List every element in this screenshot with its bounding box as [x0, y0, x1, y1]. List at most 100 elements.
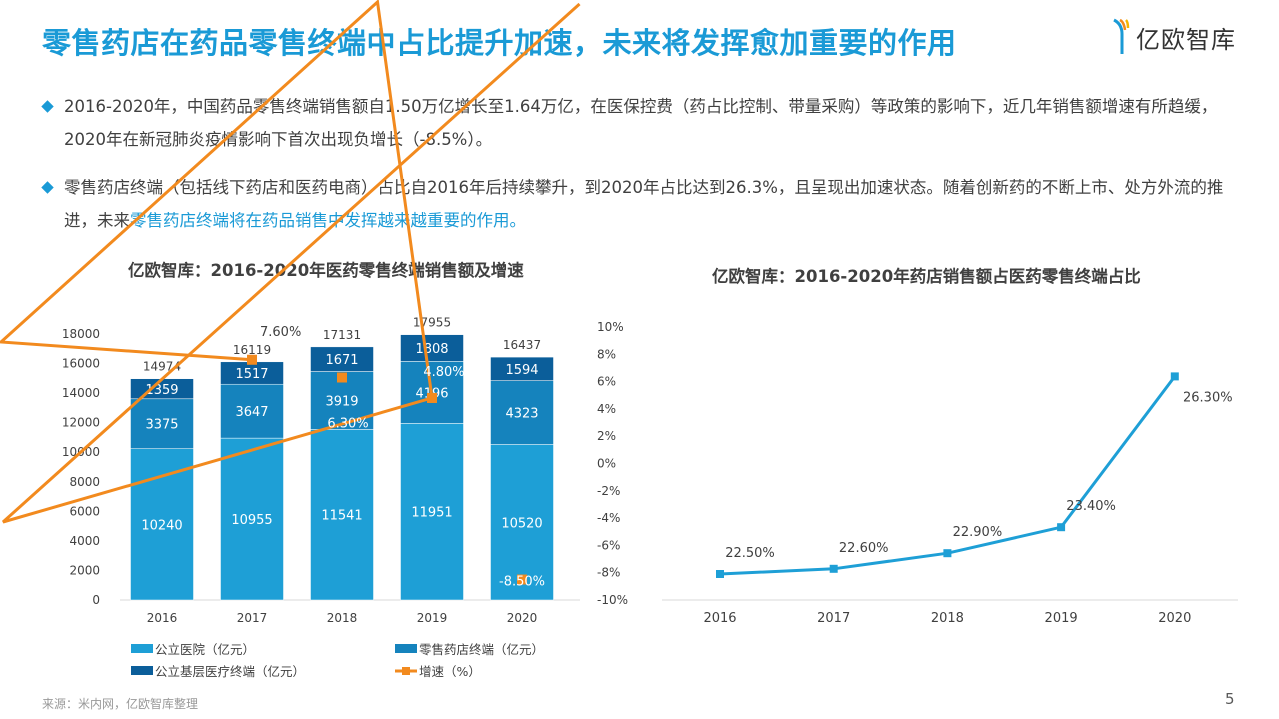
- bullet-point: 零售药店终端（包括线下药店和医药电商）占比自2016年后持续攀升，到2020年占…: [41, 171, 1242, 237]
- growth-marker: [517, 574, 527, 585]
- y2-tick-label: 0%: [597, 457, 616, 471]
- bar-total-label: 16119: [233, 343, 271, 357]
- y2-tick-label: -10%: [597, 593, 628, 607]
- growth-marker: [427, 392, 437, 403]
- y2-tick-label: 10%: [597, 320, 624, 334]
- growth-marker: [337, 372, 347, 383]
- bar-segment: [490, 356, 554, 381]
- bar-segment: [130, 448, 194, 601]
- bar-value-label: 1594: [505, 363, 538, 378]
- bar-segment: [400, 334, 464, 362]
- legend-swatch: [131, 644, 153, 653]
- share-marker: [1057, 523, 1066, 532]
- legend-label: 零售药店终端（亿元）: [419, 642, 544, 657]
- x-tick-label: 2016: [703, 611, 736, 626]
- share-label: 22.90%: [953, 525, 1003, 540]
- y2-tick-label: -4%: [597, 511, 620, 525]
- share-line: [719, 375, 1176, 576]
- growth-marker: [247, 354, 257, 365]
- x-tick-label: 2016: [147, 611, 178, 625]
- x-tick-label: 2019: [1045, 611, 1078, 626]
- page-title: 零售药店在药品零售终端中占比提升加速，未来将发挥愈加重要的作用: [42, 26, 957, 60]
- logo: 亿欧智库: [1112, 18, 1236, 56]
- share-label: 22.60%: [839, 541, 889, 556]
- bar-segment: [310, 346, 374, 372]
- growth-line: [0, 0, 581, 524]
- bullet-text: 零售药店终端（包括线下药店和医药电商）占比自2016年后持续攀升，到2020年占…: [64, 178, 1224, 230]
- bar-value-label: 11951: [411, 506, 452, 521]
- legend-swatch: [131, 666, 153, 675]
- y2-tick-label: -6%: [597, 538, 620, 552]
- y-tick-label: 16000: [62, 357, 100, 371]
- bullet-point: 2016-2020年，中国药品零售终端销售额自1.50万亿增长至1.64万亿，在…: [41, 90, 1242, 156]
- bar-total-label: 17955: [413, 316, 451, 330]
- y-tick-label: 18000: [62, 327, 100, 341]
- growth-label: 7.60%: [260, 325, 301, 340]
- growth-label: 6.30%: [327, 417, 368, 432]
- share-marker: [829, 564, 838, 573]
- logo-text: 亿欧智库: [1136, 25, 1236, 54]
- legend-label: 增速（%）: [419, 664, 481, 679]
- x-tick-label: 2017: [237, 611, 268, 625]
- bar-total-label: 17131: [323, 328, 361, 342]
- y-tick-label: 0: [92, 593, 100, 607]
- bar-value-label: 10955: [231, 513, 272, 528]
- bar-segment: [310, 429, 374, 601]
- bar-value-label: 3647: [235, 405, 268, 420]
- y-tick-label: 6000: [69, 504, 100, 518]
- bar-value-label: 3919: [325, 394, 358, 409]
- y2-tick-label: -8%: [597, 566, 620, 580]
- source-note: 来源：米内网，亿欧智库整理: [42, 697, 199, 711]
- bar-value-label: 4323: [505, 407, 538, 422]
- y2-tick-label: 4%: [597, 402, 616, 416]
- bar-segment: [220, 383, 284, 439]
- x-tick-label: 2017: [817, 611, 850, 626]
- share-label: 23.40%: [1066, 499, 1116, 514]
- legend-label: 公立基层医疗终端（亿元）: [155, 664, 305, 679]
- bar-value-label: 10520: [501, 516, 542, 531]
- bar-segment: [490, 444, 554, 601]
- x-tick-label: 2020: [507, 611, 538, 625]
- growth-label: 4.80%: [423, 365, 464, 380]
- share-marker: [716, 570, 724, 578]
- x-tick-label: 2018: [931, 611, 964, 626]
- y2-tick-label: 8%: [597, 347, 616, 361]
- page-number: 5: [1225, 690, 1235, 708]
- share-marker: [943, 549, 952, 558]
- legend-swatch: [395, 644, 417, 653]
- y-tick-label: 4000: [69, 534, 100, 548]
- x-tick-label: 2020: [1158, 611, 1191, 626]
- y2-tick-label: -2%: [597, 484, 620, 498]
- bullet-highlight: 零售药店终端将在药品销售中发挥越来越重要的作用。: [130, 211, 526, 230]
- legend-marker: [402, 667, 410, 675]
- bullet-text: 2016-2020年，中国药品零售终端销售额自1.50万亿增长至1.64万亿，在…: [64, 97, 1218, 149]
- bar-segment: [400, 423, 464, 601]
- x-tick-label: 2018: [327, 611, 358, 625]
- chart-title-share: 亿欧智库：2016-2020年药店销售额占医药零售终端占比: [712, 267, 1141, 286]
- share-label: 22.50%: [725, 546, 775, 561]
- bar-value-label: 11541: [321, 509, 362, 524]
- bar-value-label: 3375: [145, 418, 178, 433]
- share-marker: [1170, 372, 1179, 381]
- bar-segment: [220, 437, 284, 601]
- chart-title-sales: 亿欧智库：2016-2020年医药零售终端销售额及增速: [128, 261, 524, 280]
- share-label: 26.30%: [1183, 390, 1233, 405]
- bar-segment: [490, 380, 554, 445]
- bar-segment: [130, 398, 194, 449]
- x-tick-label: 2019: [417, 611, 448, 625]
- y2-tick-label: 6%: [597, 375, 616, 389]
- y-tick-label: 14000: [62, 386, 100, 400]
- y2-tick-label: 2%: [597, 429, 616, 443]
- y-tick-label: 8000: [69, 475, 100, 489]
- growth-label: -8.50%: [499, 575, 545, 590]
- bar-total-label: 16437: [503, 338, 541, 352]
- logo-icon: [1113, 18, 1130, 54]
- bar-value-label: 1517: [235, 367, 268, 382]
- legend-label: 公立医院（亿元）: [155, 642, 255, 657]
- bar-value-label: 1671: [325, 353, 358, 368]
- y-tick-label: 12000: [62, 416, 100, 430]
- y-tick-label: 2000: [69, 563, 100, 577]
- bar-value-label: 1808: [415, 342, 448, 357]
- bar-value-label: 10240: [141, 518, 182, 533]
